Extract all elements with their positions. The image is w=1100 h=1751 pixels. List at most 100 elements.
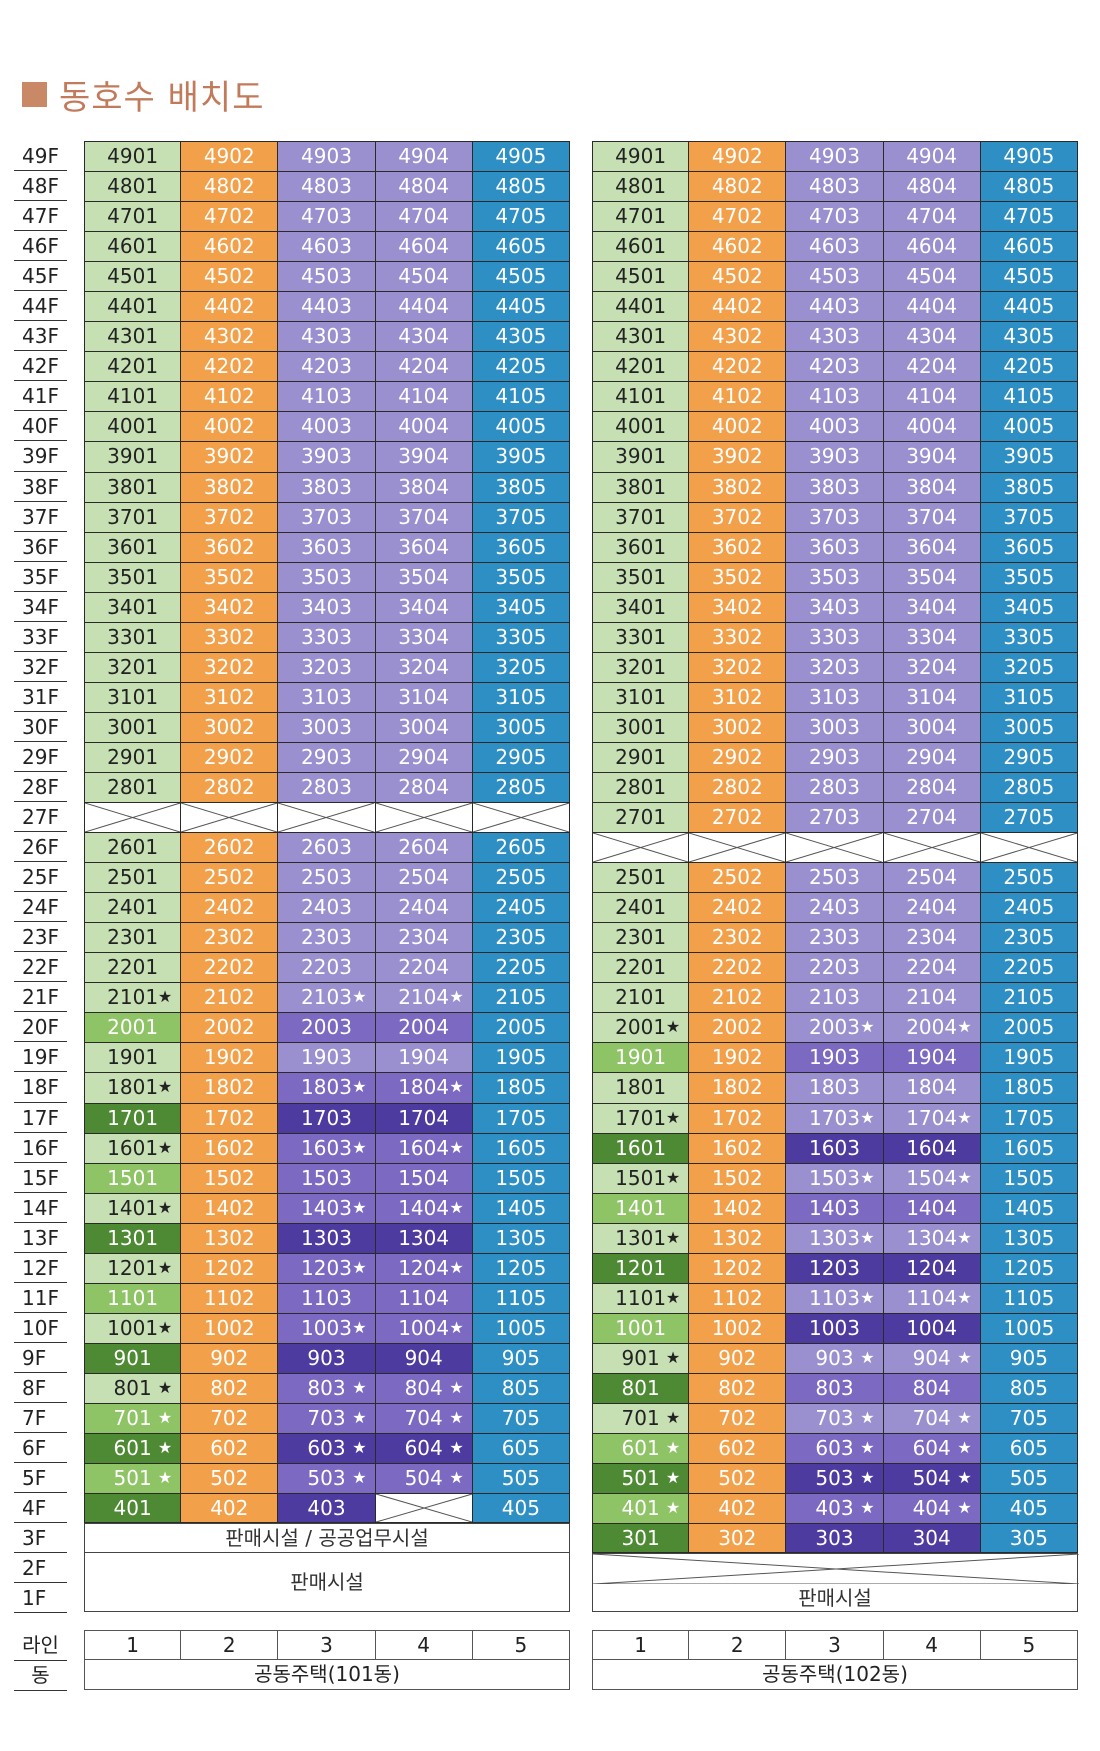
floor-row — [592, 832, 1078, 863]
unit-cell: 4205 — [472, 351, 570, 382]
unit-cell: 2404 — [883, 892, 981, 923]
unit-cell: 1805 — [472, 1072, 570, 1103]
unit-cell: 3502 — [181, 561, 279, 592]
unit-cell: 3905 — [472, 441, 570, 472]
unit-cell: 1304 — [375, 1222, 473, 1253]
unit-cell: 302 — [689, 1523, 787, 1554]
unit-cell: 4905 — [980, 141, 1078, 172]
unit-cell: 604 — [883, 1433, 981, 1464]
unit-cell: 4901 — [592, 141, 690, 172]
unit-cell: 3005 — [472, 711, 570, 742]
unit-cell: 4001 — [84, 411, 182, 442]
unit-cell: 4204 — [883, 351, 981, 382]
unit-cell: 3001 — [84, 711, 182, 742]
unit-cell: 1501 — [592, 1162, 690, 1193]
unit-cell: 2301 — [84, 922, 182, 953]
unit-cell: 4104 — [375, 381, 473, 412]
unit-cell: 4405 — [980, 291, 1078, 322]
floor-row: 3201 3202 3203 3204 3205 — [84, 651, 570, 682]
unit-cell: 3501 — [592, 561, 690, 592]
unit-cell: 3901 — [592, 441, 690, 472]
floor-row: 501502503504505 — [84, 1463, 570, 1494]
unit-cell: 2204 — [883, 952, 981, 983]
unit-cell: 4504 — [375, 261, 473, 292]
unit-cell: 3203 — [786, 651, 884, 682]
empty-unit-cell — [375, 1493, 473, 1524]
unit-cell: 1902 — [181, 1042, 279, 1073]
unit-cell: 4705 — [980, 201, 1078, 232]
unit-cell: 2201 — [592, 952, 690, 983]
title-square-icon — [22, 81, 47, 107]
unit-cell: 2003 — [278, 1012, 376, 1043]
floor-row: 4601 4602 4603 4604 4605 — [84, 231, 570, 262]
unit-cell: 2202 — [689, 952, 787, 983]
floor-label: 18F — [14, 1072, 67, 1103]
unit-cell: 1901 — [592, 1042, 690, 1073]
floor-row: 3901 3902 3903 3904 3905 — [84, 441, 570, 472]
floor-row: 4701 4702 4703 4704 4705 — [84, 201, 570, 232]
unit-cell: 1403 — [786, 1192, 884, 1223]
unit-cell: 3802 — [181, 471, 279, 502]
unit-cell: 2004 — [375, 1012, 473, 1043]
floor-row: 401 402 403 405 — [84, 1493, 570, 1524]
unit-cell: 2504 — [883, 862, 981, 893]
unit-cell: 703 — [278, 1402, 376, 1434]
unit-cell: 3403 — [786, 591, 884, 622]
unit-cell: 3003 — [786, 711, 884, 742]
floor-label: 19F — [14, 1042, 67, 1073]
unit-cell: 4404 — [375, 291, 473, 322]
unit-cell: 4403 — [278, 291, 376, 322]
unit-cell: 704 — [375, 1402, 473, 1434]
floor-row: 2801 2802 2803 2804 2805 — [84, 771, 570, 803]
floor-row: 601602603604605 — [84, 1433, 570, 1464]
unit-cell: 4603 — [278, 231, 376, 262]
unit-cell: 2005 — [472, 1012, 570, 1043]
unit-cell: 2204 — [375, 952, 473, 983]
floor-label: 45F — [14, 261, 67, 292]
unit-cell: 4105 — [980, 381, 1078, 412]
unit-cell: 3603 — [278, 531, 376, 562]
unit-cell: 3904 — [375, 441, 473, 472]
unit-cell: 1103 — [786, 1282, 884, 1313]
unit-cell: 401 — [84, 1493, 182, 1524]
unit-cell: 1604 — [883, 1132, 981, 1163]
building-101-facility-low: 판매시설 — [84, 1552, 570, 1612]
unit-cell: 3805 — [472, 471, 570, 502]
unit-cell: 802 — [689, 1372, 787, 1403]
unit-cell: 3505 — [980, 561, 1078, 592]
floor-label: 14F — [14, 1193, 67, 1223]
unit-cell: 1904 — [375, 1042, 473, 1073]
unit-cell: 2703 — [786, 802, 884, 833]
unit-cell: 1603 — [786, 1132, 884, 1163]
floor-label: 31F — [14, 682, 67, 712]
unit-cell: 3004 — [883, 711, 981, 742]
floor-row: 1901 1902 1903 1904 1905 — [592, 1042, 1078, 1073]
unit-cell: 2501 — [84, 862, 182, 893]
unit-cell: 2405 — [980, 892, 1078, 923]
no-unit-cross-icon — [278, 803, 374, 832]
unit-cell: 1802 — [181, 1072, 279, 1103]
unit-cell: 3105 — [980, 681, 1078, 712]
unit-cell: 4601 — [592, 231, 690, 262]
unit-cell: 3101 — [84, 681, 182, 712]
unit-cell: 2903 — [278, 741, 376, 772]
unit-cell: 1503 — [786, 1162, 884, 1193]
unit-cell: 2002 — [689, 1012, 787, 1043]
unit-cell: 705 — [472, 1402, 570, 1434]
unit-cell: 901 — [84, 1342, 182, 1373]
unit-cell: 3905 — [980, 441, 1078, 472]
unit-cell: 2002 — [181, 1012, 279, 1043]
floor-row: 4401 4402 4403 4404 4405 — [592, 291, 1078, 322]
unit-cell: 3405 — [472, 591, 570, 622]
unit-cell: 3902 — [689, 441, 787, 472]
unit-cell: 503 — [786, 1463, 884, 1494]
floor-row: 3101 3102 3103 3104 3105 — [84, 681, 570, 712]
unit-cell: 1504 — [883, 1162, 981, 1193]
unit-cell: 2802 — [689, 771, 787, 803]
